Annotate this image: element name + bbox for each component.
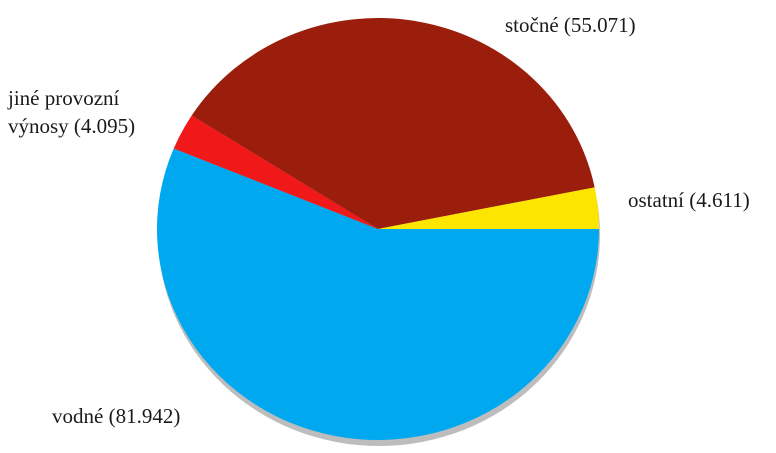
label-jine-line2: výnosy (4.095)	[8, 114, 135, 138]
label-vodne: vodné (81.942)	[52, 404, 180, 428]
pie-slices	[157, 17, 599, 440]
slice-stocne	[191, 17, 595, 229]
label-stocne: stočné (55.071)	[505, 13, 636, 37]
label-ostatni: ostatní (4.611)	[628, 188, 750, 212]
slice-ostatni	[378, 187, 599, 229]
slice-vodne	[157, 148, 599, 440]
slice-jine-provozni-vynosy	[173, 115, 378, 229]
label-jine-line1: jiné provozní	[7, 86, 120, 110]
